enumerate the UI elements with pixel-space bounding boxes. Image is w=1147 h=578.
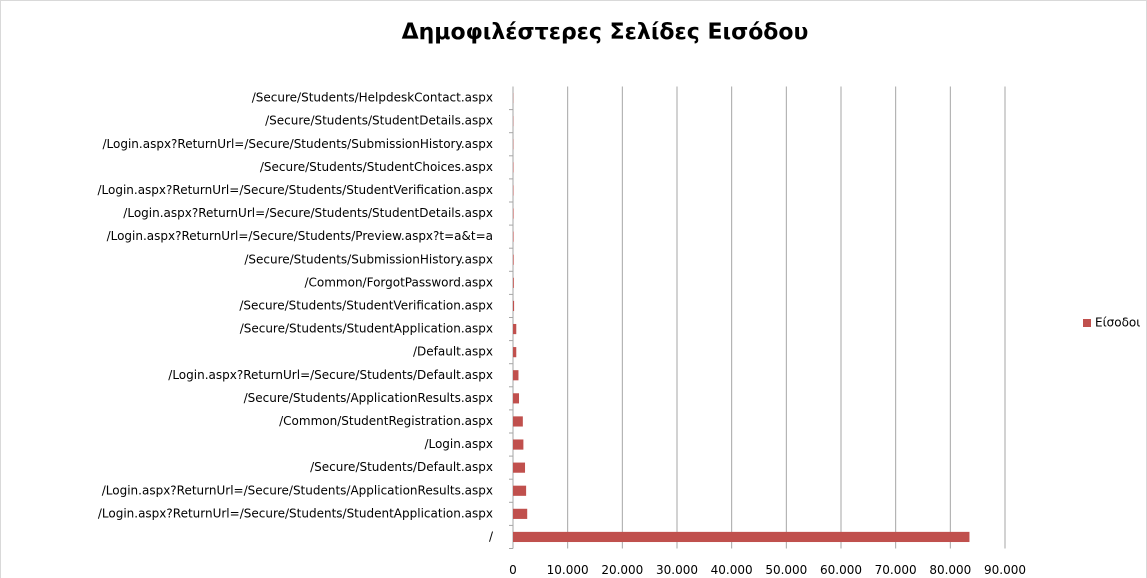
y-tick-label: /Login.aspx?ReturnUrl=/Secure/Students/S… bbox=[97, 183, 493, 197]
y-tick-label: /Secure/Students/StudentChoices.aspx bbox=[260, 160, 493, 174]
y-tick-label: /Login.aspx?ReturnUrl=/Secure/Students/A… bbox=[102, 483, 493, 497]
x-tick-label: 0 bbox=[509, 563, 517, 577]
bar bbox=[513, 485, 527, 496]
y-tick-label: /Login.aspx?ReturnUrl=/Secure/Students/S… bbox=[98, 506, 493, 520]
legend-swatch bbox=[1083, 319, 1091, 327]
bar bbox=[513, 231, 514, 242]
bar bbox=[513, 531, 970, 543]
y-tick-label: /Common/StudentRegistration.aspx bbox=[279, 414, 493, 428]
y-tick-label: /Secure/Students/Default.aspx bbox=[310, 460, 493, 474]
y-tick-label: /Login.aspx bbox=[424, 437, 493, 451]
y-tick-label: /Login.aspx?ReturnUrl=/Secure/Students/P… bbox=[107, 229, 493, 243]
y-tick-label: /Common/ForgotPassword.aspx bbox=[304, 275, 493, 289]
y-tick-label: /Login.aspx?ReturnUrl=/Secure/Students/S… bbox=[103, 137, 494, 151]
chart-title: Δημοφιλέστερες Σελίδες Εισόδου bbox=[402, 20, 809, 45]
y-tick-label: /Secure/Students/StudentApplication.aspx bbox=[240, 322, 493, 336]
bar bbox=[513, 508, 528, 519]
y-tick-label: /Login.aspx?ReturnUrl=/Secure/Students/S… bbox=[123, 206, 493, 220]
bar bbox=[513, 462, 526, 473]
y-tick-label: /Secure/Students/SubmissionHistory.aspx bbox=[244, 252, 493, 266]
x-tick-label: 70.000 bbox=[875, 563, 917, 577]
bar bbox=[513, 347, 517, 358]
x-tick-label: 10.000 bbox=[547, 563, 589, 577]
bar bbox=[513, 323, 517, 335]
x-tick-label: 90.000 bbox=[984, 563, 1026, 577]
y-tick-label: /Secure/Students/StudentDetails.aspx bbox=[265, 114, 493, 128]
bar bbox=[513, 277, 514, 288]
bar bbox=[513, 439, 524, 450]
bar bbox=[513, 254, 514, 265]
x-tick-label: 80.000 bbox=[929, 563, 971, 577]
x-tick-label: 20.000 bbox=[601, 563, 643, 577]
bar bbox=[513, 393, 520, 404]
y-tick-label: /Secure/Students/ApplicationResults.aspx bbox=[244, 391, 493, 405]
x-tick-label: 40.000 bbox=[711, 563, 753, 577]
y-tick-label: /Default.aspx bbox=[413, 345, 493, 359]
bar bbox=[513, 416, 523, 427]
y-tick-label: /Login.aspx?ReturnUrl=/Secure/Students/D… bbox=[168, 368, 493, 382]
legend-label: Είσοδοι bbox=[1095, 316, 1140, 330]
y-tick-label: /Secure/Students/StudentVerification.asp… bbox=[239, 298, 493, 312]
y-tick-label: /Secure/Students/HelpdeskContact.aspx bbox=[252, 91, 493, 105]
y-tick-label: / bbox=[489, 529, 494, 543]
bar bbox=[513, 208, 514, 219]
x-tick-label: 60.000 bbox=[820, 563, 862, 577]
x-tick-label: 50.000 bbox=[765, 563, 807, 577]
x-tick-label: 30.000 bbox=[656, 563, 698, 577]
bar bbox=[513, 370, 519, 381]
bar bbox=[513, 300, 515, 312]
